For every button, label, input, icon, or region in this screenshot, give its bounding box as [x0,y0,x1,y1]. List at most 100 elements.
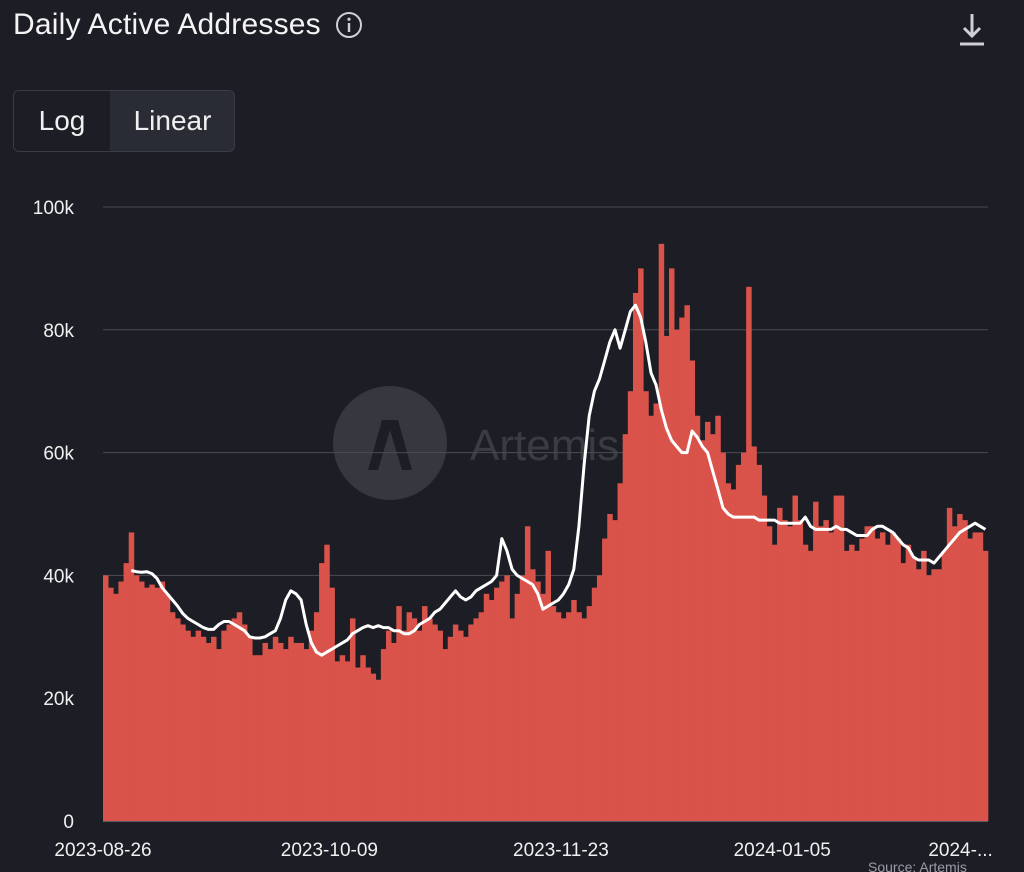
bar[interactable] [957,514,963,821]
bar[interactable] [272,636,279,821]
bar[interactable] [205,642,212,821]
bar[interactable] [437,630,443,821]
bar[interactable] [128,532,135,821]
bar[interactable] [751,446,757,821]
bar[interactable] [668,268,675,821]
bar[interactable] [509,618,515,821]
bar[interactable] [828,532,834,821]
bar[interactable] [277,642,284,821]
bar[interactable] [231,618,238,821]
bar[interactable] [951,526,958,821]
bar[interactable] [782,520,788,821]
bar[interactable] [612,520,618,821]
bar[interactable] [602,538,608,821]
bar[interactable] [324,544,330,821]
bar[interactable] [139,581,145,821]
bar[interactable] [113,593,119,821]
bar[interactable] [926,575,932,821]
bar[interactable] [380,649,387,821]
bar[interactable] [890,532,896,821]
bar[interactable] [807,550,814,821]
bar[interactable] [391,642,397,821]
bar[interactable] [411,618,418,821]
bar[interactable] [247,636,253,821]
bar[interactable] [133,575,140,821]
bar[interactable] [735,464,742,821]
bar[interactable] [725,483,732,821]
bar[interactable] [190,636,196,821]
bar[interactable] [555,612,562,821]
bar[interactable] [576,612,582,821]
bar[interactable] [118,581,124,821]
bar[interactable] [298,642,305,821]
bar[interactable] [823,520,829,821]
bar[interactable] [483,593,490,821]
bar[interactable] [463,636,469,821]
download-icon[interactable] [958,12,986,48]
bar[interactable] [406,612,413,821]
bar[interactable] [643,391,649,821]
linear-scale-button[interactable]: Linear [111,91,234,151]
bar[interactable] [195,630,202,821]
log-scale-button[interactable]: Log [14,91,111,151]
bar[interactable] [226,624,232,821]
bar[interactable] [458,630,464,821]
bar[interactable] [663,335,670,821]
bar[interactable] [761,495,768,821]
bar[interactable] [746,286,752,821]
bar[interactable] [977,532,984,821]
bar[interactable] [149,584,155,821]
bar[interactable] [936,569,943,821]
bar[interactable] [313,612,320,821]
bar[interactable] [879,532,886,821]
bar[interactable] [180,624,186,821]
bar[interactable] [658,243,665,822]
bar[interactable] [164,593,171,821]
bar[interactable] [396,606,402,821]
bar[interactable] [308,630,315,821]
bar[interactable] [854,550,860,821]
bar[interactable] [283,649,289,821]
bar[interactable] [319,563,325,821]
bar[interactable] [401,630,407,821]
bar[interactable] [715,415,721,821]
bar[interactable] [915,569,922,821]
bar[interactable] [931,569,937,821]
bar[interactable] [514,593,521,821]
bar[interactable] [427,618,433,821]
bar[interactable] [432,624,438,821]
bar[interactable] [705,421,711,821]
bar[interactable] [900,563,907,821]
bar[interactable] [869,526,876,821]
bar[interactable] [365,667,371,822]
bar[interactable] [679,317,685,821]
bar[interactable] [699,440,706,821]
bar[interactable] [797,520,804,821]
bar[interactable] [838,495,845,821]
bar[interactable] [241,624,248,821]
bar[interactable] [267,649,274,821]
bar[interactable] [910,556,917,821]
bar[interactable] [720,452,726,821]
bar[interactable] [494,587,500,821]
bar[interactable] [334,661,341,821]
bar[interactable] [221,630,227,821]
bar[interactable] [864,526,871,821]
bar[interactable] [607,514,613,821]
bar[interactable] [370,673,377,821]
bar[interactable] [288,636,294,821]
bar[interactable] [252,655,258,821]
bar[interactable] [200,636,207,821]
bar[interactable] [622,434,629,821]
bar[interactable] [972,532,979,821]
bar[interactable] [540,593,546,821]
bar[interactable] [632,292,639,822]
bar[interactable] [648,415,654,821]
bar[interactable] [530,569,536,821]
bar[interactable] [566,612,572,821]
bar[interactable] [154,587,160,821]
bar[interactable] [843,550,850,821]
bar[interactable] [895,538,901,821]
bar[interactable] [303,649,310,821]
bar[interactable] [159,581,166,821]
